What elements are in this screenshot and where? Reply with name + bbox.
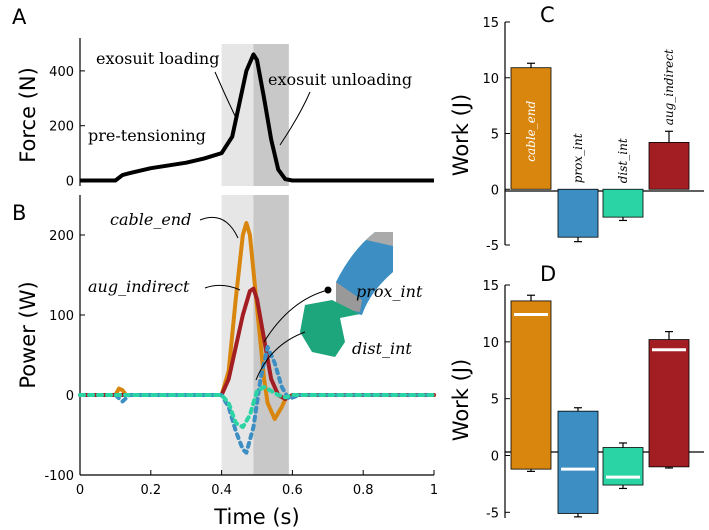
prox-int-range-bar: [557, 410, 599, 514]
c-y-label: Work (J): [449, 94, 473, 176]
a-ytick-label: 200: [49, 120, 74, 135]
a-ytick-label: 400: [49, 65, 74, 80]
b-xtick-label: 0.4: [211, 483, 232, 498]
b-ytick-label: 0: [66, 389, 74, 404]
d-bars: [510, 294, 690, 518]
b-ytick-label: -100: [44, 469, 74, 484]
panel-letter-d: D: [540, 262, 556, 286]
prox-int-bar-label: prox_int: [571, 133, 585, 183]
b-y-label: Power (W): [16, 281, 40, 388]
panel-a: 0 200 400 A Force (N) exosuit loading exos…: [12, 5, 434, 190]
dist-int-bar: [602, 188, 644, 218]
c-ytick-label: 15: [482, 16, 499, 31]
dist-int-arrow: [255, 331, 306, 381]
prox-int-line: [78, 345, 436, 455]
exosuit-unloading-label: exosuit unloading: [268, 70, 412, 89]
force-line: [80, 52, 434, 183]
cable-end-line: [78, 221, 436, 421]
exosuit-loading-label: exosuit loading: [96, 49, 219, 68]
c-ytick-label: 10: [482, 72, 499, 87]
cable-end-bar-label: cable_end: [524, 100, 538, 161]
b-xtick-label: 0.6: [282, 483, 303, 498]
c-ytick-label: 5: [491, 128, 499, 143]
panel-d: -5 0 5 10 15 D Work (J): [449, 262, 704, 521]
c-y-ticks: -5 0 5 10 15: [482, 16, 510, 254]
d-y-ticks: -5 0 5 10 15: [482, 279, 510, 521]
c-bars: cable_end prox_int dist_int aug_indirect: [510, 49, 690, 243]
dist-int-bar-label: dist_int: [616, 138, 630, 183]
dist-int-label: dist_int: [352, 339, 412, 358]
aug-indirect-range-bar: [648, 339, 690, 468]
power-lines: [78, 221, 436, 455]
b-x-ticks: 0 0.2 0.4 0.6 0.8 1: [76, 470, 438, 498]
prox-int-arrow: [263, 289, 329, 343]
cable-end-range-bar: [510, 300, 552, 470]
panel-c: -5 0 5 10 15 cable_end prox_int dist_int aug_in…: [449, 3, 704, 254]
unloading-arrow: [279, 91, 311, 146]
a-y-ticks: 0 200 400: [49, 65, 85, 190]
aug-indirect-bar: [648, 142, 690, 190]
a-ytick-label: 0: [66, 175, 74, 190]
panel-letter-a: A: [12, 5, 27, 29]
panel-letter-c: C: [540, 3, 555, 27]
cable-end-bar: [510, 67, 552, 190]
a-y-label: Force (N): [16, 67, 40, 163]
cable-end-arrow: [199, 216, 239, 239]
d-ytick-label: 10: [482, 336, 499, 351]
b-ytick-label: 100: [49, 309, 74, 324]
b-xtick-label: 0.2: [140, 483, 161, 498]
b-x-label: Time (s): [213, 505, 299, 529]
prox-int-label: prox_int: [356, 282, 423, 301]
b-ytick-label: 200: [49, 229, 74, 244]
cable-end-label: cable_end: [110, 210, 191, 229]
dist-int-line: [78, 385, 436, 429]
b-y-ticks: -100 0 100 200: [44, 229, 85, 484]
loading-arrow: [214, 71, 237, 119]
dist-int-range-bar: [602, 447, 644, 486]
d-ytick-label: 0: [491, 449, 499, 464]
d-y-label: Work (J): [449, 359, 473, 441]
d-ytick-label: 15: [482, 279, 499, 294]
aug-indirect-arrow: [204, 284, 241, 291]
b-xtick-label: 1: [430, 483, 438, 498]
d-ytick-label: 5: [491, 393, 499, 408]
c-ytick-label: 0: [491, 183, 499, 198]
d-ytick-label: -5: [486, 506, 499, 521]
panel-letter-b: B: [12, 201, 26, 225]
aug-indirect-label: aug_indirect: [88, 277, 190, 296]
aug-indirect-bar-label: aug_indirect: [662, 49, 676, 125]
b-xtick-label: 0.8: [353, 483, 374, 498]
c-ytick-label: -5: [486, 239, 499, 254]
prox-int-bar: [557, 188, 599, 238]
b-xtick-label: 0: [76, 483, 84, 498]
leg-segments-illustration: [300, 232, 393, 357]
pre-tensioning-label: pre-tensioning: [88, 126, 206, 145]
